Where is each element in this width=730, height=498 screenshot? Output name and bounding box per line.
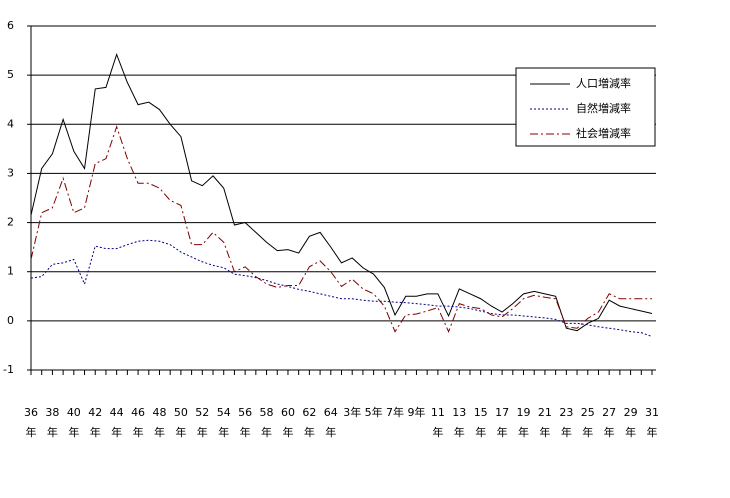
x-tick-label: 54年 bbox=[216, 406, 231, 439]
x-tick-label: 38年 bbox=[45, 406, 60, 439]
line bbox=[30, 125, 652, 333]
y-tick-label: 2 bbox=[7, 216, 14, 229]
x-tick-label: 42年 bbox=[88, 406, 103, 439]
x-tick-label: 21年 bbox=[537, 406, 552, 439]
x-tick-label: 11年 bbox=[430, 406, 445, 439]
x-tick-label: 27年 bbox=[602, 406, 617, 439]
legend-label: 社会増減率 bbox=[576, 126, 631, 140]
legend-box bbox=[515, 67, 656, 147]
line bbox=[30, 239, 653, 338]
x-tick-label: 50年 bbox=[173, 406, 188, 439]
x-tick-label: 36年 bbox=[24, 406, 38, 439]
x-tick-label: 48年 bbox=[152, 406, 167, 439]
y-tick-label: -1 bbox=[3, 363, 14, 376]
y-tick-label: 4 bbox=[7, 117, 14, 130]
line bbox=[30, 53, 653, 332]
x-tick-label: 3年 bbox=[343, 406, 362, 419]
x-tick-label: 19年 bbox=[516, 406, 531, 439]
y-tick-label: 0 bbox=[7, 314, 14, 327]
x-tick-label: 17年 bbox=[495, 406, 510, 439]
x-tick-label: 23年 bbox=[559, 406, 574, 439]
x-tick-label: 13年 bbox=[452, 406, 467, 439]
x-tick-label: 44年 bbox=[109, 406, 124, 439]
y-tick-label: 1 bbox=[7, 265, 14, 278]
y-tick-label: 3 bbox=[7, 166, 14, 179]
x-tick-label: 60年 bbox=[280, 406, 295, 439]
x-tick-label: 40年 bbox=[66, 406, 81, 439]
x-tick-label: 25年 bbox=[580, 406, 595, 439]
legend-label: 人口増減率 bbox=[576, 76, 631, 90]
x-tick-label: 64年 bbox=[323, 406, 338, 439]
y-tick-label: 6 bbox=[7, 19, 14, 32]
x-tick-label: 58年 bbox=[259, 406, 274, 439]
x-tick-label: 46年 bbox=[131, 406, 146, 439]
x-tick-label: 31年 bbox=[645, 406, 659, 439]
x-tick-label: 15年 bbox=[473, 406, 488, 439]
x-tick-label: 56年 bbox=[238, 406, 253, 439]
legend-label: 自然増減率 bbox=[576, 101, 631, 115]
x-tick-label: 5年 bbox=[364, 406, 383, 419]
x-tick-label: 29年 bbox=[623, 406, 638, 439]
x-tick-label: 7年 bbox=[386, 406, 405, 419]
x-tick-label: 52年 bbox=[195, 406, 210, 439]
x-tick-label: 62年 bbox=[302, 406, 317, 439]
x-tick-label: 9年 bbox=[407, 406, 426, 419]
y-tick-label: 5 bbox=[7, 68, 14, 81]
